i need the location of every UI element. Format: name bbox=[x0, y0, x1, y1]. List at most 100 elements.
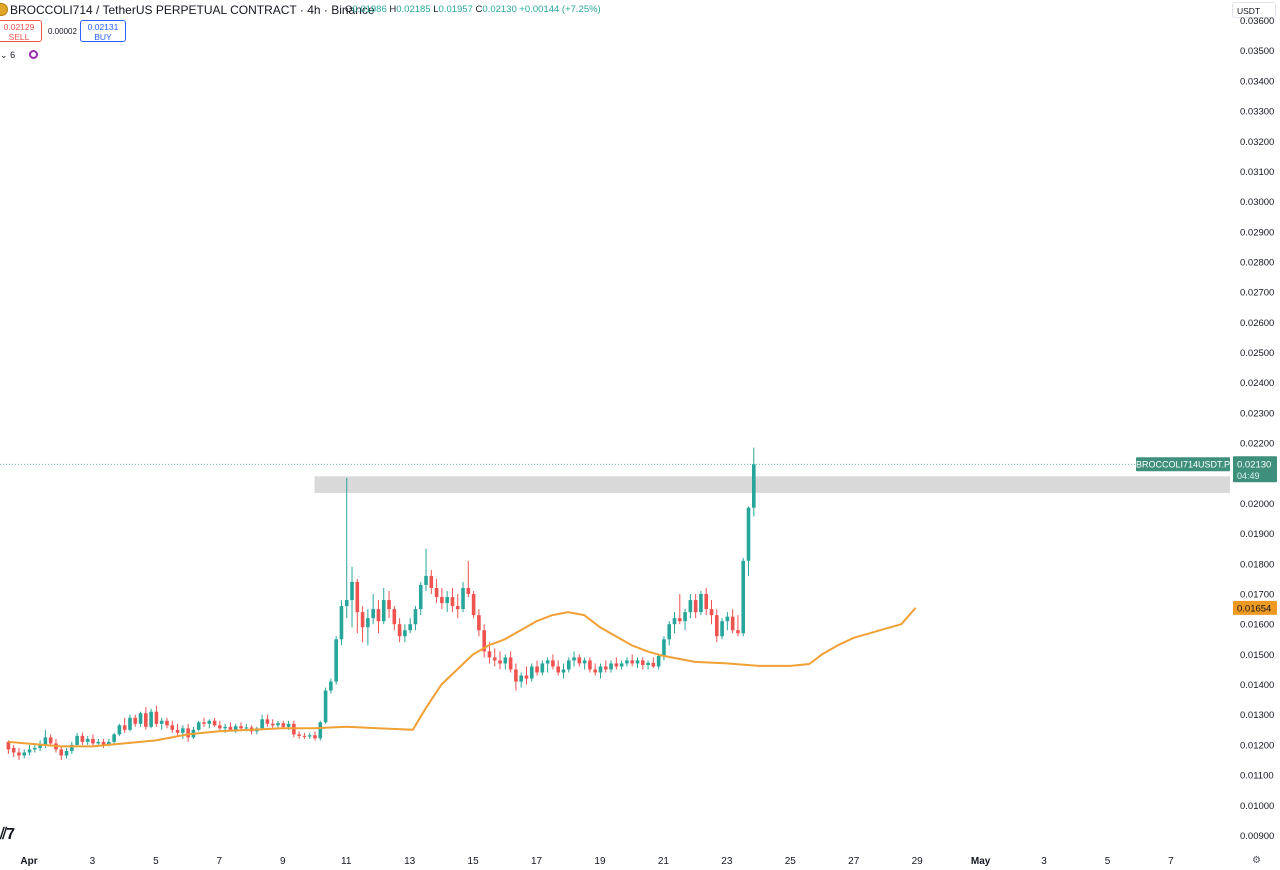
candle[interactable] bbox=[503, 657, 508, 664]
candle[interactable] bbox=[630, 660, 635, 664]
candle[interactable] bbox=[572, 657, 576, 661]
candle[interactable] bbox=[165, 720, 169, 726]
candle[interactable] bbox=[207, 720, 212, 724]
candle[interactable] bbox=[149, 711, 153, 727]
candle[interactable] bbox=[223, 726, 227, 729]
candle[interactable] bbox=[561, 669, 566, 673]
candle[interactable] bbox=[59, 749, 64, 756]
candle[interactable] bbox=[101, 741, 106, 745]
candle[interactable] bbox=[212, 720, 217, 726]
candle[interactable] bbox=[38, 744, 42, 748]
candle[interactable] bbox=[112, 734, 116, 742]
candle[interactable] bbox=[85, 738, 90, 742]
candle[interactable] bbox=[408, 624, 412, 631]
candle[interactable] bbox=[403, 630, 407, 637]
candle[interactable] bbox=[461, 587, 465, 610]
candle[interactable] bbox=[302, 735, 307, 737]
candle[interactable] bbox=[22, 752, 27, 756]
candle[interactable] bbox=[455, 606, 460, 610]
candle[interactable] bbox=[609, 663, 613, 670]
sell-button[interactable]: 0.02129 SELL bbox=[0, 20, 42, 42]
candle[interactable] bbox=[535, 666, 539, 673]
candle[interactable] bbox=[371, 609, 375, 619]
candle[interactable] bbox=[699, 594, 703, 613]
candle[interactable] bbox=[297, 734, 301, 736]
candle[interactable] bbox=[752, 464, 756, 508]
candle[interactable] bbox=[159, 720, 164, 724]
candle[interactable] bbox=[260, 719, 264, 729]
candle[interactable] bbox=[376, 609, 381, 622]
candle[interactable] bbox=[498, 660, 502, 664]
candle[interactable] bbox=[128, 717, 132, 730]
candle[interactable] bbox=[529, 666, 534, 679]
candle[interactable] bbox=[228, 726, 233, 730]
candle[interactable] bbox=[662, 639, 666, 656]
candle[interactable] bbox=[466, 587, 471, 595]
symbol-title[interactable]: BROCCOLI714 / TetherUS PERPETUAL CONTRAC… bbox=[10, 3, 375, 17]
candle[interactable] bbox=[276, 723, 280, 726]
indicators-toggle[interactable]: ⌄ 6 bbox=[0, 50, 15, 61]
candle[interactable] bbox=[286, 723, 291, 727]
candle[interactable] bbox=[122, 725, 127, 730]
candle[interactable] bbox=[233, 726, 238, 730]
candle[interactable] bbox=[323, 690, 328, 723]
candle[interactable] bbox=[48, 737, 53, 744]
candle[interactable] bbox=[27, 749, 32, 753]
candle[interactable] bbox=[75, 735, 79, 745]
candle[interactable] bbox=[392, 609, 397, 625]
candle[interactable] bbox=[355, 581, 360, 613]
candle[interactable] bbox=[318, 722, 323, 739]
candle[interactable] bbox=[397, 624, 402, 637]
candle[interactable] bbox=[508, 657, 513, 670]
candle[interactable] bbox=[471, 594, 476, 616]
candle[interactable] bbox=[329, 681, 333, 691]
candle[interactable] bbox=[651, 662, 656, 667]
candle[interactable] bbox=[344, 600, 349, 607]
candle[interactable] bbox=[514, 669, 518, 682]
candle[interactable] bbox=[635, 660, 640, 664]
candle[interactable] bbox=[440, 597, 444, 604]
candle[interactable] bbox=[477, 615, 481, 631]
candle[interactable] bbox=[566, 660, 571, 670]
candle[interactable] bbox=[656, 655, 661, 667]
candle[interactable] bbox=[720, 621, 724, 637]
buy-button[interactable]: 0.02131 BUY bbox=[80, 20, 126, 42]
candle[interactable] bbox=[33, 747, 37, 750]
resistance-zone[interactable] bbox=[314, 476, 1231, 493]
candle[interactable] bbox=[144, 713, 148, 727]
candle[interactable] bbox=[133, 717, 138, 724]
candle[interactable] bbox=[196, 722, 201, 730]
candle[interactable] bbox=[107, 741, 111, 745]
candle[interactable] bbox=[181, 728, 185, 733]
candle[interactable] bbox=[11, 747, 16, 753]
candle[interactable] bbox=[313, 735, 317, 739]
candle[interactable] bbox=[117, 725, 122, 735]
candle[interactable] bbox=[202, 722, 206, 724]
candle[interactable] bbox=[487, 651, 492, 658]
candle[interactable] bbox=[709, 609, 714, 616]
candle[interactable] bbox=[281, 723, 286, 727]
candle[interactable] bbox=[646, 662, 650, 665]
candle[interactable] bbox=[545, 660, 550, 664]
candle[interactable] bbox=[175, 729, 180, 733]
candle[interactable] bbox=[672, 618, 677, 625]
settings-icon[interactable]: ⚙ bbox=[1252, 855, 1261, 866]
candle[interactable] bbox=[714, 615, 719, 637]
candle[interactable] bbox=[244, 727, 249, 729]
candle[interactable] bbox=[688, 600, 693, 613]
candle[interactable] bbox=[43, 737, 48, 745]
candle[interactable] bbox=[170, 725, 175, 730]
candle[interactable] bbox=[381, 600, 386, 622]
candle[interactable] bbox=[307, 735, 312, 737]
candle[interactable] bbox=[96, 741, 101, 744]
candle[interactable] bbox=[683, 612, 687, 622]
candle[interactable] bbox=[387, 600, 391, 610]
candle[interactable] bbox=[619, 663, 624, 667]
candle[interactable] bbox=[524, 675, 529, 679]
candle[interactable] bbox=[704, 594, 709, 610]
candle[interactable] bbox=[582, 660, 587, 664]
candle[interactable] bbox=[519, 675, 523, 682]
candle[interactable] bbox=[593, 669, 598, 673]
moving-average-line[interactable] bbox=[8, 607, 917, 748]
